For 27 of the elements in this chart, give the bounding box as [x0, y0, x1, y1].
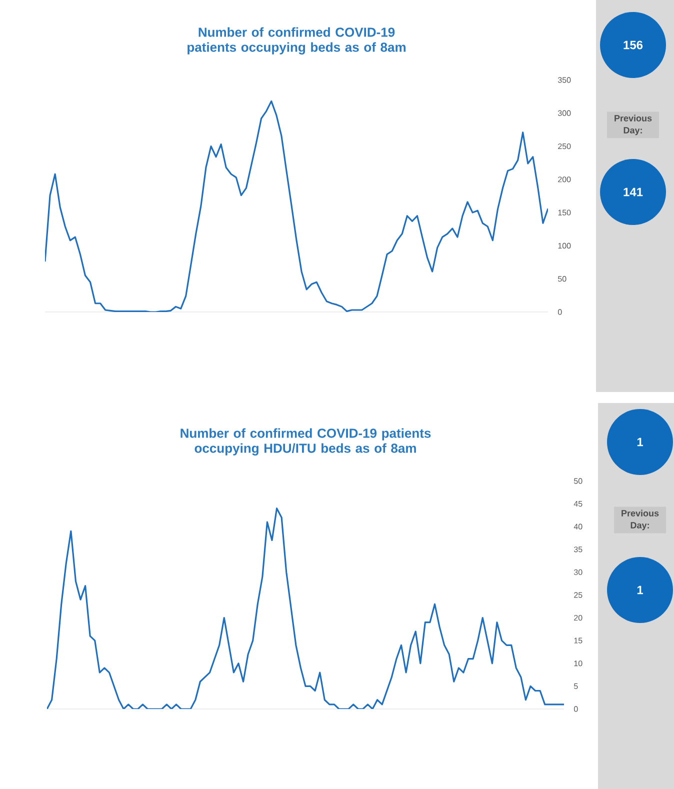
- chart-title: Number of confirmed COVID-19 patients occupying HDU/ITU beds as of 8am: [180, 428, 431, 456]
- text: 1: [637, 438, 644, 446]
- y-tick-label: 150: [558, 210, 571, 216]
- text: 156: [624, 40, 643, 50]
- y-tick-label: 50: [574, 478, 582, 484]
- text: 1: [637, 586, 644, 594]
- y-tick-label: 100: [558, 242, 571, 249]
- chart-title: Number of confirmed COVID-19 patients occupying beds as of 8am: [188, 27, 406, 54]
- y-tick-label: 200: [558, 176, 571, 182]
- text: Previous Day:: [614, 114, 652, 136]
- text: Previous Day:: [622, 510, 659, 530]
- text: 141: [624, 188, 643, 196]
- y-tick-label: 35: [574, 546, 582, 552]
- y-tick-label: 25: [574, 592, 582, 598]
- y-tick-label: 20: [574, 614, 582, 621]
- y-tick-label: 350: [558, 77, 571, 83]
- y-tick-label: 250: [558, 143, 571, 150]
- y-tick-label: 50: [558, 276, 566, 282]
- y-tick-label: 5: [574, 683, 578, 689]
- y-tick-label: 15: [574, 638, 582, 644]
- y-tick-label: 45: [574, 501, 582, 507]
- y-tick-label: 300: [558, 110, 571, 116]
- y-tick-label: 30: [574, 569, 582, 576]
- y-tick-label: 0: [558, 309, 562, 315]
- y-tick-label: 10: [574, 660, 582, 666]
- y-tick-label: 0: [574, 706, 578, 712]
- y-tick-label: 40: [574, 524, 582, 530]
